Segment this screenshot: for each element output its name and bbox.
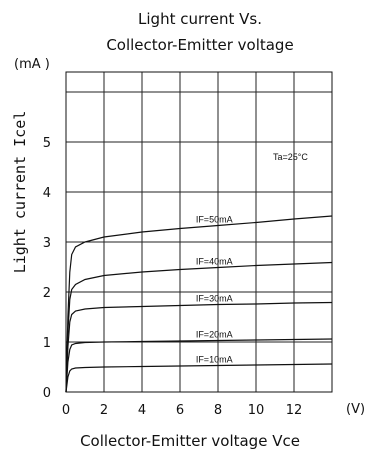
y-tick-label-3: 3 xyxy=(43,236,51,251)
x-axis-label: Collector-Emitter voltage Vce xyxy=(80,432,300,450)
plot-frame xyxy=(65,71,333,393)
x-tick-label-12: 12 xyxy=(286,403,303,418)
chart-title-line-1: Light current Vs. xyxy=(138,10,262,28)
x-axis-unit: (V) xyxy=(346,402,365,417)
series-label-4: IF=20mA xyxy=(196,330,233,340)
chart-title-line-2: Collector-Emitter voltage xyxy=(106,36,293,54)
series-curves xyxy=(65,215,333,393)
x-tick-label-10: 10 xyxy=(248,403,265,418)
y-tick-label-0: 0 xyxy=(43,386,51,401)
x-tick-label-4: 4 xyxy=(138,403,146,418)
series-curve-3 xyxy=(65,301,333,393)
x-tick-label-2: 2 xyxy=(100,403,108,418)
series-label-2: IF=40mA xyxy=(196,257,233,267)
series-label-1: IF=50mA xyxy=(196,215,233,225)
series-label-5: IF=10mA xyxy=(196,355,233,365)
y-axis-label: Light current Icel xyxy=(11,111,29,274)
y-tick-label-1: 1 xyxy=(43,336,51,351)
x-tick-label-8: 8 xyxy=(214,403,222,418)
y-tick-label-2: 2 xyxy=(43,286,51,301)
series-label-3: IF=30mA xyxy=(196,294,233,304)
x-tick-labels: 0 2 4 6 8 10 12 xyxy=(62,403,302,418)
series-curve-5 xyxy=(65,363,333,393)
x-tick-label-0: 0 xyxy=(62,403,70,418)
y-tick-label-5: 5 xyxy=(43,136,51,151)
y-tick-label-4: 4 xyxy=(43,186,51,201)
x-tick-label-6: 6 xyxy=(176,403,184,418)
y-axis-unit: (mA ) xyxy=(14,57,50,72)
series-curve-4 xyxy=(65,338,333,393)
y-tick-labels: 0 1 2 3 4 5 xyxy=(43,136,51,401)
series-curve-2 xyxy=(65,261,333,393)
temperature-condition: Ta=25°C xyxy=(273,152,308,162)
series-labels: IF=50mA IF=40mA IF=30mA IF=20mA IF=10mA xyxy=(196,215,233,365)
series-curve-1 xyxy=(65,215,333,393)
vertical-gridlines xyxy=(103,72,295,392)
